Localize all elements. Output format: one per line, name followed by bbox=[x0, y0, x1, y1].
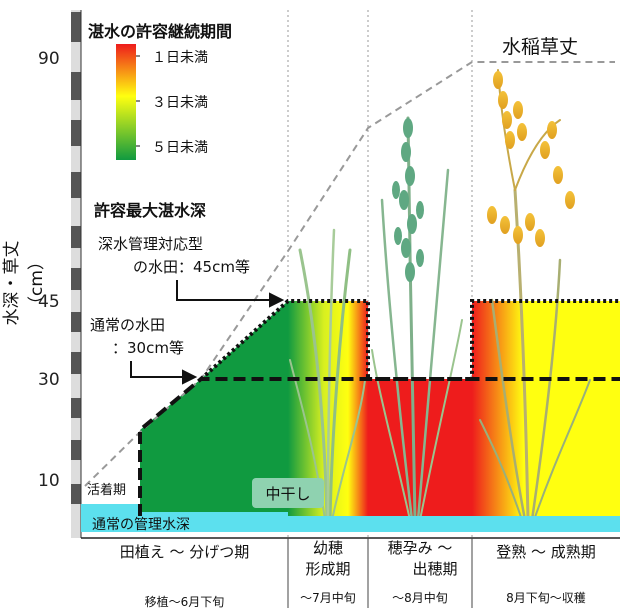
period-booting-heading: ～8月中旬 bbox=[392, 591, 448, 605]
stage-planting-tillering-name: 田植え ～ 分げつ期 bbox=[119, 543, 250, 561]
rice-plant-ripe bbox=[479, 69, 591, 522]
stage-panicle-formation-line1: 幼穂 bbox=[312, 539, 343, 557]
rice-plant-heading bbox=[371, 116, 463, 522]
normal-water-layer bbox=[81, 504, 620, 532]
stage-ripening-name: 登熟 ～ 成熟期 bbox=[496, 543, 596, 561]
axis-stripe bbox=[71, 10, 82, 538]
stage-booting-heading: 穂孕み ～ 出穂期 bbox=[368, 538, 472, 580]
deep-water-note-line2: の水田：45cm等 bbox=[133, 258, 250, 276]
y-tick-10: 10 bbox=[38, 471, 60, 491]
plant-height-label: 水稲草丈 bbox=[502, 36, 579, 58]
stage-ripening: 登熟 ～ 成熟期 bbox=[472, 542, 620, 563]
legend-item-3day: ３日未満 bbox=[152, 95, 208, 111]
region-rooting-tillering bbox=[140, 301, 288, 516]
rooting-stage-label: 活着期 bbox=[87, 483, 127, 498]
normal-paddy-note-line1: 通常の水田 bbox=[90, 316, 166, 334]
normal-water-depth-label: 通常の管理水深 bbox=[92, 517, 190, 533]
max-depth-deep-line bbox=[199, 299, 620, 381]
stage-planting-tillering: 田植え ～ 分げつ期 bbox=[81, 542, 288, 563]
normal-paddy-note-line2: ：30cm等 bbox=[112, 339, 184, 357]
stage-booting-heading-line1: 穂孕み ～ bbox=[387, 539, 453, 557]
legend-item-5day: ５日未満 bbox=[152, 140, 208, 156]
legend-color-bar bbox=[116, 44, 136, 160]
y-tick-30: 30 bbox=[38, 370, 60, 390]
stage-booting-heading-line2: 出穂期 bbox=[412, 560, 458, 578]
max-depth-normal-line bbox=[138, 377, 620, 516]
deep-water-note-line1: 深水管理対応型 bbox=[98, 235, 204, 253]
max-depth-title: 許容最大湛水深 bbox=[94, 201, 207, 220]
bottom-axis bbox=[81, 537, 620, 608]
rice-plant-young bbox=[289, 228, 366, 522]
annotation-arrows bbox=[130, 280, 285, 385]
stage-panicle-formation: 幼穂 形成期 bbox=[288, 538, 368, 580]
y-tick-45: 45 bbox=[38, 292, 60, 312]
midseason-drainage-label: 中干し bbox=[252, 478, 324, 508]
legend-item-1day: １日未満 bbox=[152, 50, 208, 66]
stage-panicle-formation-line2: 形成期 bbox=[305, 560, 351, 578]
period-planting-tillering: 移植～6月下旬 bbox=[144, 595, 225, 609]
period-panicle-formation: ～7月中旬 bbox=[300, 591, 356, 605]
legend-title: 湛水の許容継続期間 bbox=[88, 22, 233, 41]
period-ripening: 8月下旬～収穫 bbox=[506, 591, 586, 605]
y-tick-90: 90 bbox=[38, 49, 60, 69]
y-axis-title: 水深・草丈（cm） bbox=[2, 240, 47, 326]
